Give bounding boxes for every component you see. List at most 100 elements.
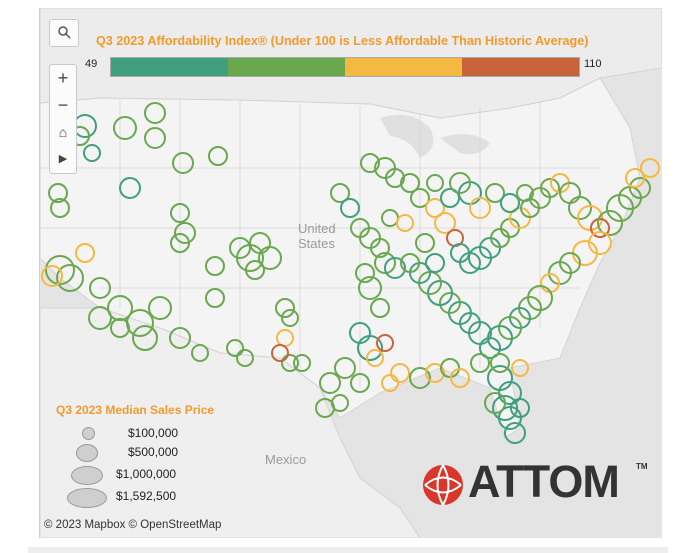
- map-bubble[interactable]: [355, 263, 375, 283]
- map-bubble[interactable]: [229, 237, 251, 259]
- map-bubble[interactable]: [330, 183, 350, 203]
- map-bubble[interactable]: [50, 198, 70, 218]
- map-bubble[interactable]: [132, 325, 158, 351]
- map-bubble[interactable]: [293, 354, 311, 372]
- map-bubble[interactable]: [281, 354, 299, 372]
- map-bubble[interactable]: [226, 339, 244, 357]
- map-bubble[interactable]: [48, 183, 68, 203]
- play-icon[interactable]: ▶: [58, 153, 68, 165]
- map-bubble[interactable]: [425, 198, 445, 218]
- map-bubble[interactable]: [315, 398, 335, 418]
- map-bubble[interactable]: [449, 172, 471, 194]
- map-bubble[interactable]: [113, 116, 137, 140]
- zoom-in-button[interactable]: +: [57, 68, 69, 88]
- map-bubble[interactable]: [450, 368, 470, 388]
- map-bubble[interactable]: [245, 260, 265, 280]
- map-bubble[interactable]: [370, 238, 390, 258]
- map-bubble[interactable]: [500, 193, 520, 213]
- home-icon[interactable]: ⌂: [58, 124, 68, 140]
- map-bubble[interactable]: [590, 218, 610, 238]
- map-bubble[interactable]: [271, 344, 289, 362]
- map-bubble[interactable]: [148, 296, 172, 320]
- map-bubble[interactable]: [410, 188, 430, 208]
- map-bubble[interactable]: [357, 335, 383, 361]
- map-bubble[interactable]: [384, 257, 406, 279]
- map-bubble[interactable]: [396, 214, 414, 232]
- map-bubble[interactable]: [440, 358, 460, 378]
- map-bubble[interactable]: [568, 196, 592, 220]
- map-frame[interactable]: + − ⌂ ▶ Q3 2023 Affordability Index® (Un…: [39, 8, 662, 538]
- map-bubble[interactable]: [172, 152, 194, 174]
- zoom-out-button[interactable]: −: [57, 95, 69, 115]
- map-bubble[interactable]: [319, 372, 341, 394]
- map-bubble[interactable]: [385, 168, 405, 188]
- map-bubble[interactable]: [415, 233, 435, 253]
- map-bubble[interactable]: [350, 373, 370, 393]
- search-button[interactable]: [49, 19, 79, 47]
- map-bubble[interactable]: [258, 246, 282, 270]
- map-bubble[interactable]: [498, 316, 522, 340]
- map-bubble[interactable]: [511, 359, 529, 377]
- map-bubble[interactable]: [119, 177, 141, 199]
- map-bubble[interactable]: [360, 153, 380, 173]
- map-attribution[interactable]: © 2023 Mapbox © OpenStreetMap: [44, 519, 222, 531]
- map-bubble[interactable]: [236, 349, 254, 367]
- map-bubble[interactable]: [498, 406, 522, 430]
- map-bubble[interactable]: [516, 184, 534, 202]
- map-bubble[interactable]: [640, 158, 660, 178]
- map-bubble[interactable]: [334, 357, 356, 379]
- map-bubble[interactable]: [577, 205, 603, 231]
- map-bubble[interactable]: [504, 422, 526, 444]
- map-bubble[interactable]: [485, 183, 505, 203]
- map-bubble[interactable]: [340, 198, 360, 218]
- map-bubble[interactable]: [490, 353, 510, 373]
- map-bubble[interactable]: [376, 334, 394, 352]
- map-bubble[interactable]: [281, 309, 299, 327]
- map-bubble[interactable]: [205, 288, 225, 308]
- map-bubble[interactable]: [88, 306, 112, 330]
- map-bubble[interactable]: [425, 363, 445, 383]
- map-bubble[interactable]: [83, 144, 101, 162]
- map-bubble[interactable]: [56, 264, 84, 292]
- map-bubble[interactable]: [358, 276, 382, 300]
- map-bubble[interactable]: [191, 344, 209, 362]
- map-bubble[interactable]: [75, 243, 95, 263]
- map-bubble[interactable]: [548, 261, 572, 285]
- map-bubble[interactable]: [440, 188, 460, 208]
- map-bubble[interactable]: [170, 203, 190, 223]
- map-bubble[interactable]: [374, 252, 396, 274]
- map-bubble[interactable]: [400, 253, 420, 273]
- map-bubble[interactable]: [426, 174, 444, 192]
- map-bubble[interactable]: [275, 298, 295, 318]
- map-bubble[interactable]: [41, 265, 63, 287]
- map-bubble[interactable]: [597, 210, 623, 236]
- map-bubble[interactable]: [540, 178, 560, 198]
- map-bubble[interactable]: [400, 173, 420, 193]
- map-bubble[interactable]: [370, 298, 390, 318]
- map-bubble[interactable]: [170, 233, 190, 253]
- map-bubble[interactable]: [89, 277, 111, 299]
- map-bubble[interactable]: [169, 327, 191, 349]
- map-bubble[interactable]: [409, 367, 431, 389]
- map-bubble[interactable]: [469, 197, 491, 219]
- map-bubble[interactable]: [484, 392, 506, 414]
- map-bubble[interactable]: [492, 395, 518, 421]
- map-bubble[interactable]: [144, 102, 166, 124]
- map-bubble[interactable]: [205, 256, 225, 276]
- map-bubble[interactable]: [144, 127, 166, 149]
- map-bubble[interactable]: [490, 228, 510, 248]
- map-bubble[interactable]: [110, 318, 130, 338]
- map-bubble[interactable]: [425, 253, 445, 273]
- map-bubble[interactable]: [434, 212, 456, 234]
- map-bubble[interactable]: [366, 349, 384, 367]
- map-bubble[interactable]: [439, 292, 461, 314]
- map-bubble[interactable]: [510, 398, 530, 418]
- map-bubble[interactable]: [629, 177, 651, 199]
- map-bubble[interactable]: [45, 255, 75, 285]
- map-bubble[interactable]: [174, 222, 196, 244]
- map-bubble[interactable]: [588, 231, 612, 255]
- map-bubble[interactable]: [208, 146, 228, 166]
- map-bubble[interactable]: [470, 353, 490, 373]
- map-bubble[interactable]: [390, 363, 410, 383]
- map-bubble[interactable]: [381, 374, 399, 392]
